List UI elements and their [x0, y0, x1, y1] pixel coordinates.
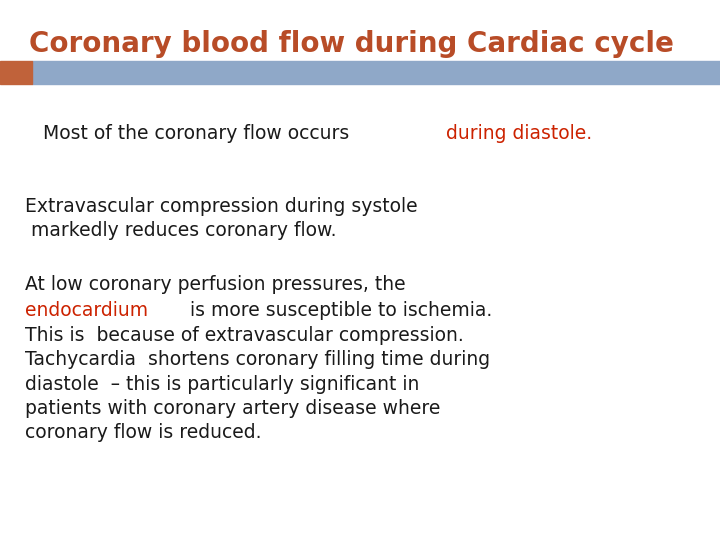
Text: This is  because of extravascular compression.
Tachycardia  shortens coronary fi: This is because of extravascular compres…: [25, 326, 490, 442]
Text: during diastole.: during diastole.: [446, 124, 593, 143]
Text: Most of the coronary flow occurs: Most of the coronary flow occurs: [43, 124, 356, 143]
Bar: [32, 61, 720, 84]
Bar: [0, 61, 32, 84]
Text: endocardium: endocardium: [25, 301, 148, 320]
Text: At low coronary perfusion pressures, the: At low coronary perfusion pressures, the: [25, 275, 406, 294]
Text: is more susceptible to ischemia.: is more susceptible to ischemia.: [184, 301, 492, 320]
Text: Coronary blood flow during Cardiac cycle: Coronary blood flow during Cardiac cycle: [29, 30, 674, 58]
Text: Extravascular compression during systole
 markedly reduces coronary flow.: Extravascular compression during systole…: [25, 197, 418, 240]
